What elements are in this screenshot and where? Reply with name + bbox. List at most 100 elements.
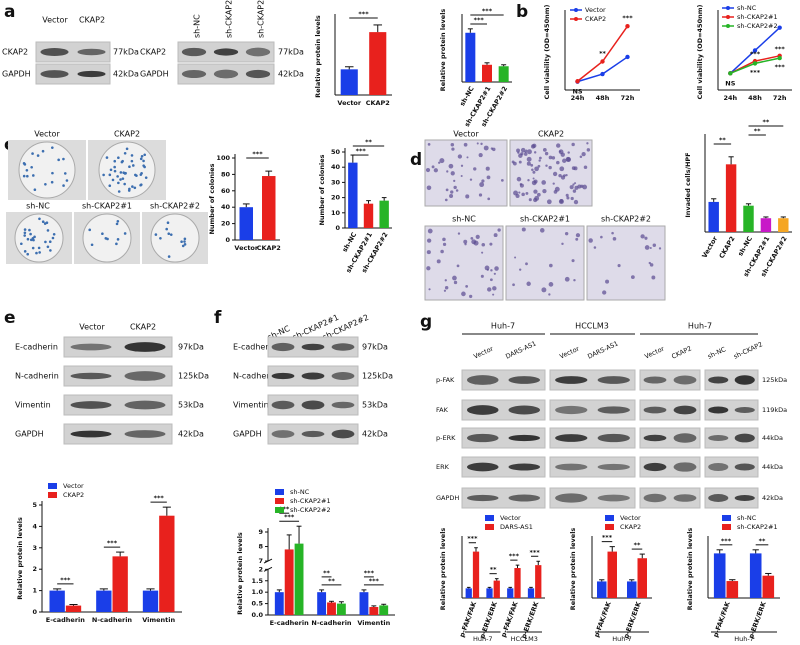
panel-label: a [4,2,15,22]
colony [115,222,119,226]
colony [183,243,187,246]
cell [490,269,493,272]
y-tick-label: 60 [221,187,231,195]
band [124,400,166,410]
bar [369,607,379,615]
y-tick-label: 20 [331,194,341,202]
colony [28,228,31,232]
x-tick-label: 48h [596,94,610,102]
y-tick-label: 1.5 [251,577,263,585]
cell [564,276,570,282]
band [331,343,355,351]
blot [549,399,636,421]
cell [611,231,614,235]
point [728,71,733,76]
colony [166,221,170,225]
row-label: N-cadherin [233,372,277,381]
cell [443,289,447,292]
cell [460,164,464,167]
cell [571,259,575,263]
bar [96,590,112,612]
cell [473,167,477,171]
cell [450,171,455,176]
blot [63,365,173,387]
cell [439,158,445,164]
cell [600,235,603,239]
y-axis-label: Relative protein levels [686,528,694,611]
row-label: Vimentin [233,401,269,410]
annotation: NS [572,88,582,96]
cell [532,177,535,180]
colony [116,175,119,178]
y-tick-label: 20 [221,220,231,228]
cell [516,148,521,153]
colony [105,156,109,159]
lane-label: sh-CKAP2 [732,340,764,360]
cell [526,281,531,286]
cell [479,182,485,188]
band [708,406,729,414]
colony [116,219,120,223]
cell [552,182,555,185]
legend-swatch [574,8,578,12]
cell [426,250,431,255]
size-label: 42kDa [278,70,304,79]
cell [527,179,530,182]
band [466,494,499,502]
bar [336,603,346,615]
colony [117,181,120,185]
bar [327,602,336,615]
lane-label: Vector [472,344,494,360]
axis-break [264,561,272,570]
cell [478,152,483,158]
y-axis-label: Relative protein levels [236,532,244,615]
cell [473,240,479,246]
cell [548,293,551,296]
x-tick-label: CKAP2 [718,235,737,260]
row-label: p-FAK [436,376,455,384]
invasion-image [586,225,666,301]
colony [41,220,45,224]
colony [139,183,142,187]
cell [565,174,568,177]
x-tick-label: 24h [571,94,585,102]
legend-label: Vector [500,514,521,522]
cell [514,256,517,259]
band [301,430,325,438]
legend-label: DARS-AS1 [500,523,533,531]
bar [627,581,637,598]
band [673,462,697,472]
bar [142,590,159,612]
cell [556,160,560,165]
cell [453,185,457,190]
cell [426,266,431,271]
bar [274,592,284,615]
colony [109,168,113,172]
cell [451,147,455,151]
y-axis-label: Relative protein levels [439,528,447,611]
colony [167,255,171,258]
cell [571,142,575,147]
blot [549,456,636,478]
band [331,401,355,409]
cell [602,290,607,295]
colony [65,179,69,182]
lane-label: Vector [42,16,68,25]
y-axis-label: Relative protein levels [314,15,322,98]
cell [446,170,449,173]
bar [637,558,647,598]
cell [553,190,558,194]
row-label: CKAP2 [140,48,166,57]
band [508,434,541,442]
size-label: 125kDa [762,376,787,384]
colony [139,157,143,161]
cell [493,233,498,238]
cell [490,147,494,150]
cell [525,262,528,266]
legend-label: Vector [63,482,84,490]
cell [575,237,579,241]
legend-swatch [726,15,730,19]
colony [140,171,143,175]
band [331,372,355,380]
